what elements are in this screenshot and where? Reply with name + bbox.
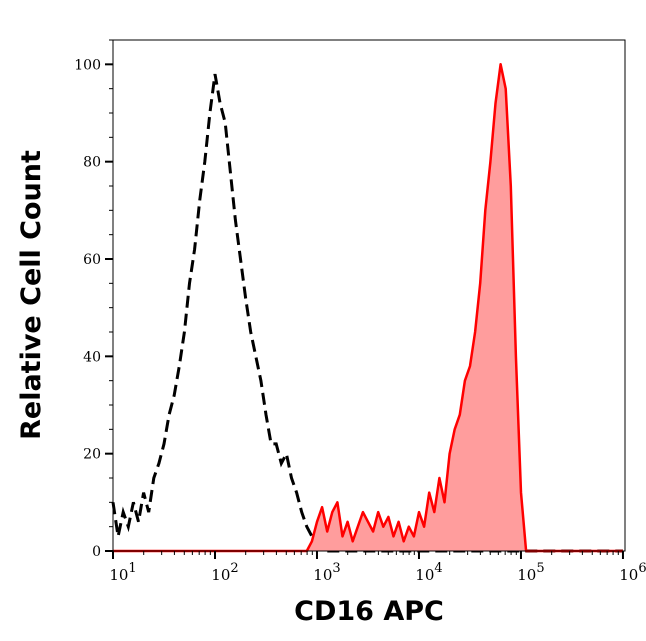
x-axis-label: CD16 APC [294, 596, 444, 627]
series-line-1 [113, 63, 623, 553]
plot-frame [112, 39, 626, 552]
x-tick-label: 102 [211, 561, 238, 584]
x-tick-label: 106 [619, 561, 646, 584]
y-tick-label: 60 [83, 252, 101, 268]
y-tick-label: 0 [92, 544, 101, 560]
x-tick-label: 103 [313, 561, 340, 584]
y-axis-label: Relative Cell Count [16, 150, 47, 440]
x-tick-label: 105 [517, 561, 544, 584]
x-tick-label: 101 [109, 561, 136, 584]
series-fill-1 [113, 64, 623, 552]
y-tick-label: 40 [83, 349, 101, 365]
y-tick-label: 20 [83, 447, 101, 463]
y-tick-label: 80 [83, 155, 101, 171]
x-tick-label: 104 [415, 561, 442, 584]
series-line-0 [111, 73, 623, 553]
y-tick-label: 100 [74, 57, 101, 73]
